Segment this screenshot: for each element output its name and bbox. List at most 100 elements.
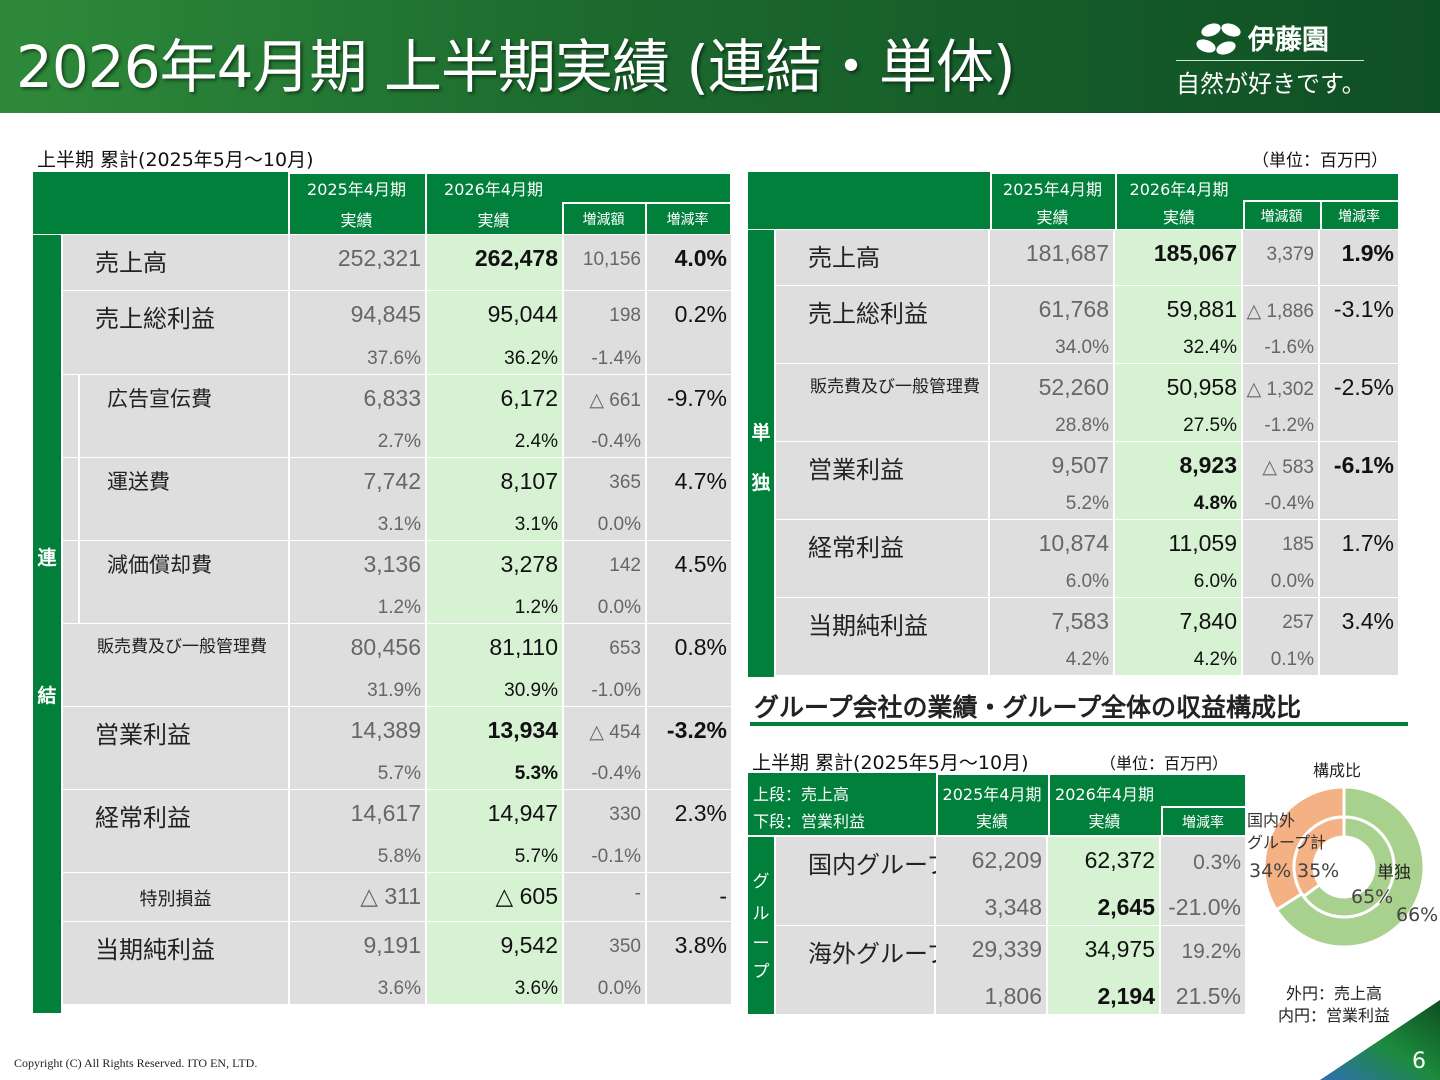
cell-rate: 1.7% [1320, 520, 1398, 597]
cell-curr: 13,934 5.3% [427, 707, 562, 789]
cell-prev: 6,833 2.7% [290, 375, 425, 457]
cell-prev: 9,507 5.2% [990, 442, 1113, 519]
cell-curr: 8,107 3.1% [427, 458, 562, 540]
value-curr: △ 605 [495, 883, 558, 909]
value-rate: 0.8% [674, 634, 727, 660]
row-label-cell: 販売費及び一般管理費 [776, 364, 988, 441]
cell-diff: △ 661 -0.4% [564, 375, 645, 457]
cell-rate: 4.5% [647, 541, 731, 623]
unit-label: （単位：百万円） [1252, 151, 1388, 171]
value-curr: 262,478 [474, 245, 558, 271]
row-label: 営業利益 [808, 456, 904, 484]
table-row: 売上高 252,321 262,478 10,156 4.0% [63, 235, 733, 290]
row-label-cell: 売上総利益 [776, 286, 988, 363]
value-curr: 9,542 [500, 932, 558, 958]
row-label: 売上総利益 [808, 300, 928, 328]
pct-prev: 4.2% [1065, 649, 1109, 670]
composition-donut-chart [1262, 785, 1426, 949]
cell-diff: 257 0.1% [1243, 598, 1318, 675]
row-label: 販売費及び一般管理費 [810, 377, 980, 397]
value-prev: 7,742 [363, 468, 421, 494]
row-label-cell: 売上高 [63, 235, 288, 290]
pct-curr: 5.3% [514, 763, 558, 784]
col-rate: 増減率 [666, 212, 709, 228]
cell-prev: 94,845 37.6% [290, 291, 425, 374]
value-rate: 0.3% [1193, 851, 1241, 874]
logo-divider [1176, 60, 1364, 61]
row-label: 特別損益 [139, 889, 212, 910]
value-curr: 13,934 [487, 717, 558, 743]
pct-prev: 34.0% [1055, 337, 1109, 358]
col-diff: 増減額 [1260, 209, 1303, 225]
row-label-cell: 国内グループ [776, 837, 951, 925]
pct-diff: 0.0% [1270, 571, 1314, 592]
cell-curr: 8,923 4.8% [1115, 442, 1241, 519]
side-char: ー [752, 934, 770, 954]
value-prev: 14,389 [350, 717, 421, 743]
pct-diff: -0.4% [591, 763, 641, 784]
row-label-cell: 広告宣伝費 [63, 375, 288, 459]
cell-diff: 653 -1.0% [564, 624, 645, 706]
indent-divider [78, 541, 80, 625]
group-caption: 上半期 累計(2025年5月～10月) [752, 752, 1029, 774]
outer-ring-note: 外円：売上高 [1286, 984, 1383, 1003]
table-row: 販売費及び一般管理費 80,456 31.9% 81,110 30.9% 653 -1.0%… [63, 624, 733, 706]
corner-decoration [1320, 1000, 1440, 1080]
cell-diff: △ 1,302 -1.2% [1243, 364, 1318, 441]
cell-curr: 9,542 3.6% [427, 922, 562, 1004]
value-prev: 52,260 [1038, 374, 1109, 400]
group-side-label: グ ル ー プ [748, 837, 774, 1014]
row-label: 経常利益 [808, 534, 904, 562]
cell-rate: 0.8% [647, 624, 731, 706]
value-rate: 3.8% [674, 932, 727, 958]
outer-group-pct: 34% [1249, 860, 1292, 882]
value-curr: 81,110 [489, 634, 558, 660]
cell-curr: 185,067 [1115, 230, 1241, 285]
cell-curr: △ 605 [427, 873, 562, 921]
cell-prev: 62,209 3,348 [936, 837, 1046, 925]
value-prev: 3,136 [363, 551, 421, 577]
row-label-cell: 海外グループ [776, 926, 951, 1014]
cell-curr: 7,840 4.2% [1115, 598, 1241, 675]
row-label-cell: 減価償却費 [63, 541, 288, 625]
value-curr: 50,958 [1166, 374, 1237, 400]
value-diff: 10,156 [582, 249, 641, 270]
row-label: 当期純利益 [95, 936, 215, 964]
col-prev-actual: 実績 [1036, 208, 1069, 227]
cell-curr: 3,278 1.2% [427, 541, 562, 623]
cell-curr: 81,110 30.9% [427, 624, 562, 706]
pct-curr: 4.2% [1193, 649, 1237, 670]
cell-curr: 62,372 2,645 [1048, 837, 1159, 925]
pct-curr: 3.1% [514, 514, 558, 535]
cell-prev: 181,687 [990, 230, 1113, 285]
row-label: 売上高 [95, 249, 167, 277]
pct-curr: 6.0% [1193, 571, 1237, 592]
cell-diff: 142 0.0% [564, 541, 645, 623]
value-prev: △ 311 [360, 883, 421, 909]
group-share-label: 国内外 グループ計 [1247, 811, 1327, 852]
col-curr-year: 2026年4月期 [1129, 180, 1229, 199]
cell-curr: 11,059 6.0% [1115, 520, 1241, 597]
page-title: 2026年4月期 上半期実績 (連結・単体) [16, 33, 1016, 101]
standalone-side-label: 単 独 [748, 230, 774, 677]
value-prev: 29,339 [971, 936, 1042, 962]
pct-curr: 27.5% [1183, 415, 1237, 436]
table-row: 営業利益 9,507 5.2% 8,923 4.8% △ 583 -0.4% -6.1% [776, 442, 1400, 519]
value-prev: 9,507 [1051, 452, 1109, 478]
cell-prev: 80,456 31.9% [290, 624, 425, 706]
row-label-cell: 運送費 [63, 458, 288, 542]
side-char: 連 [37, 547, 57, 569]
row-label-cell: 経常利益 [63, 790, 288, 872]
value-curr: 6,172 [500, 385, 558, 411]
cell-prev: 14,617 5.8% [290, 790, 425, 872]
value-rate: 3.4% [1341, 608, 1394, 634]
value-rate: -6.1% [1333, 452, 1394, 478]
cell-rate: -6.1% [1320, 442, 1398, 519]
col-rate: 増減率 [1182, 815, 1224, 831]
side-char: 独 [751, 472, 771, 494]
row-label: 国内グループ [808, 851, 951, 879]
row-label: 広告宣伝費 [107, 387, 212, 411]
cell-diff: 365 0.0% [564, 458, 645, 540]
row-label-cell: 売上総利益 [63, 291, 288, 374]
cell-curr: 95,044 36.2% [427, 291, 562, 374]
